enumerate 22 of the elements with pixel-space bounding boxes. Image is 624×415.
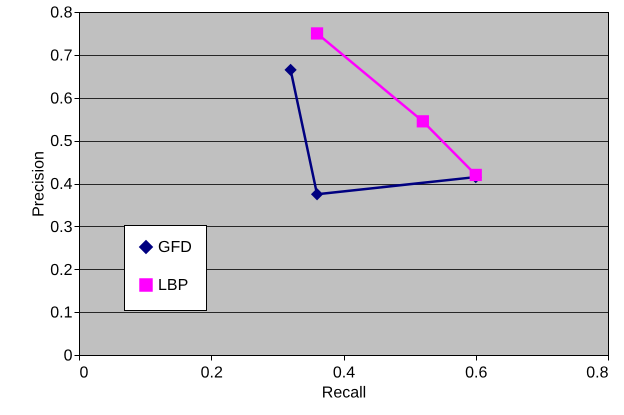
- x-tick-label: 0.2: [200, 364, 223, 382]
- legend-label: LBP: [158, 277, 188, 294]
- x-tick-label: 0: [80, 364, 88, 382]
- point: [310, 188, 324, 200]
- y-tick-label: 0.8: [50, 4, 73, 22]
- y-axis-title: Precision: [30, 151, 48, 217]
- y-tick-label: 0.3: [50, 218, 73, 236]
- legend-label: GFD: [158, 239, 192, 256]
- x-axis-title: Recall: [322, 384, 366, 402]
- y-tick-label: 0.1: [50, 304, 73, 322]
- y-tick-label: 0.2: [50, 262, 73, 279]
- point: [310, 27, 324, 40]
- point: [284, 64, 297, 76]
- y-tick-label: 0.7: [50, 47, 73, 64]
- y-tick-label: 0.6: [50, 90, 73, 108]
- x-tick-label: 0.8: [586, 364, 609, 382]
- y-tick-label: 0.4: [50, 176, 73, 193]
- y-tick-label: 0: [64, 348, 73, 364]
- y-tick-label: 0.5: [50, 133, 73, 150]
- point: [416, 115, 429, 128]
- x-tick-label: 0.6: [465, 364, 488, 382]
- x-tick-label: 0.4: [332, 364, 356, 382]
